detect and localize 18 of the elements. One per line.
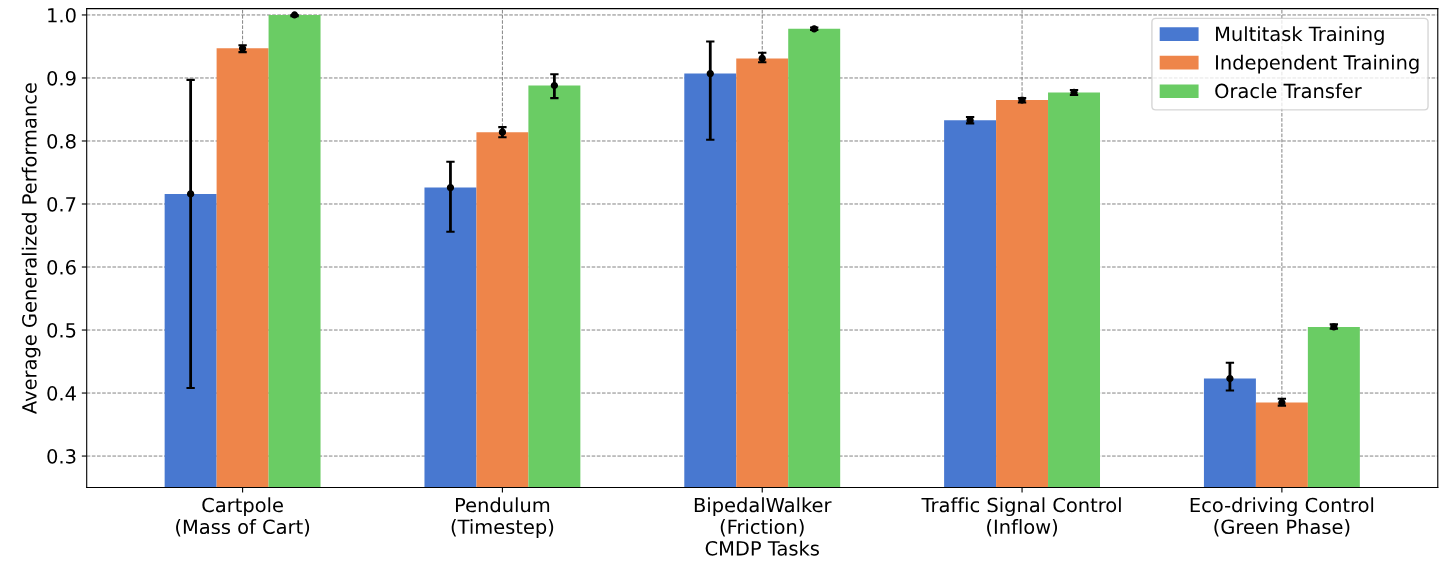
x-axis-title: CMDP Tasks xyxy=(705,540,819,556)
x-tick-label: Cartpole (Mass of Cart) xyxy=(176,497,310,537)
legend-label: Independent Training xyxy=(1216,54,1419,74)
x-tick-label: Pendulum (Timestep) xyxy=(451,497,554,538)
legend-label: Multitask Training xyxy=(1216,26,1384,45)
x-tick-label: Traffic Signal Control (Inflow) xyxy=(921,497,1121,537)
legend-label: Oracle Transfer xyxy=(1215,83,1362,99)
y-axis-title: Average Generalized Performance xyxy=(21,83,41,414)
y-tick-label: 0.4 xyxy=(47,386,76,401)
x-tick-label: Eco-driving Control (Green Phase) xyxy=(1190,497,1374,537)
y-tick-label: 0.8 xyxy=(47,133,76,149)
y-tick-label: 0.6 xyxy=(47,259,76,275)
y-tick-label: 0.9 xyxy=(47,70,76,86)
x-tick-label: BipedalWalker (Friction) xyxy=(694,497,832,537)
y-tick-label: 1.0 xyxy=(48,7,76,23)
y-tick-label: 0.7 xyxy=(47,196,76,212)
y-tick-label: 0.5 xyxy=(47,322,76,338)
y-tick-label: 0.3 xyxy=(47,449,76,464)
